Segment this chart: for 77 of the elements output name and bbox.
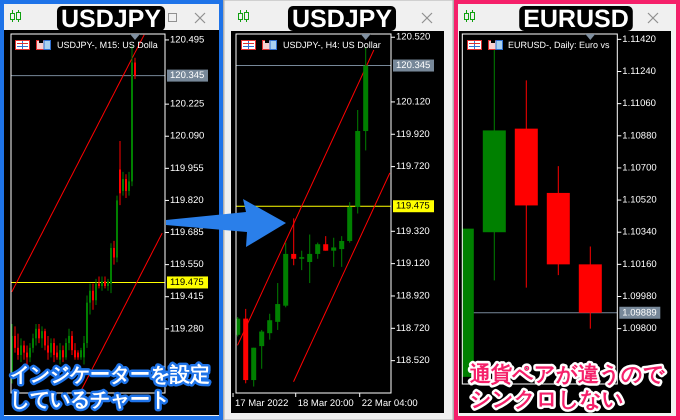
y-tick-label: 119.320: [396, 226, 430, 237]
y-tick-label: 118.520: [396, 355, 430, 366]
candlestick: [26, 344, 28, 365]
candlestick: [104, 276, 106, 289]
ref-line-label: 119.475: [396, 200, 430, 212]
candlestick: [307, 234, 312, 284]
y-tick-label: 1.10880: [622, 130, 657, 142]
candlestick: [50, 338, 52, 358]
candlestick: [53, 338, 55, 363]
candlestick: [80, 347, 82, 360]
candlestick: [98, 276, 100, 289]
y-tick-label: 1.11240: [622, 66, 656, 77]
candlestick: [92, 283, 94, 310]
y-tick-label: 120.225: [170, 98, 204, 110]
candlestick: [20, 338, 22, 363]
y-tick-label: 119.820: [170, 194, 204, 206]
candlestick: [125, 174, 127, 199]
candlestick: [122, 171, 124, 196]
candlestick: [77, 350, 79, 360]
candlestick: [339, 236, 344, 268]
x-tick-label: 17 Mar 2022: [235, 398, 288, 409]
annotation: しているチャート: [10, 387, 170, 411]
y-tick-label: 1.10520: [622, 194, 657, 206]
chart-title: EURUSD: [523, 5, 629, 33]
candlestick: [323, 236, 328, 252]
y-tick-label: 119.550: [170, 259, 204, 270]
chart-title: USDJPY: [292, 5, 392, 33]
x-tick-label: 22 Mar 04:00: [362, 398, 418, 409]
y-tick-label: 119.415: [170, 291, 204, 302]
chart-title: USDJPY: [60, 5, 162, 33]
y-tick-label: 1.10340: [622, 226, 657, 238]
candlestick: [315, 242, 320, 260]
y-tick-label: 120.120: [396, 96, 430, 108]
ref-line-label: 120.345: [396, 60, 430, 72]
ref-line-label: 1.09889: [622, 307, 657, 318]
y-tick-label: 120.520: [396, 32, 430, 43]
x-tick-label: 18 Mar 20:00: [298, 398, 354, 409]
ref-line-label: 120.345: [170, 70, 204, 82]
candlestick: [38, 324, 40, 344]
candlestick: [259, 329, 264, 370]
candlestick: [23, 340, 25, 360]
y-tick-label: 1.11060: [622, 98, 656, 110]
y-tick-label: 119.280: [170, 323, 204, 334]
candlestick: [267, 313, 272, 340]
y-tick-label: 1.09980: [622, 291, 657, 302]
candlestick: [59, 342, 61, 365]
y-tick-label: 1.10160: [622, 258, 657, 270]
candlestick: [101, 276, 103, 292]
ref-line-label: 119.475: [170, 276, 204, 288]
y-tick-label: 1.11420: [622, 34, 656, 45]
candlestick: [275, 282, 280, 330]
y-tick-label: 120.495: [170, 34, 204, 46]
y-tick-label: 118.720: [396, 322, 430, 334]
line-series: [293, 172, 390, 382]
y-tick-label: 1.09800: [622, 323, 657, 334]
candlestick: [71, 330, 73, 356]
candlestick: [299, 250, 304, 271]
candlestick: [62, 344, 64, 363]
text: EURUSD-, Daily: Euro vs: [508, 40, 610, 50]
y-tick-label: 1.10700: [622, 162, 657, 174]
candlestick: [134, 57, 136, 80]
y-tick-label: 119.920: [396, 128, 430, 140]
text: シンクロしない: [470, 387, 624, 411]
y-tick-label: 119.720: [396, 161, 430, 172]
candlestick: [331, 237, 336, 268]
candlestick: [291, 218, 296, 266]
candlestick: [41, 326, 43, 348]
candlestick: [95, 278, 97, 306]
y-tick-label: 119.120: [396, 258, 430, 270]
y-tick-label: 120.090: [170, 130, 204, 142]
y-tick-label: 118.920: [396, 290, 430, 302]
y-tick-label: 119.685: [170, 227, 204, 238]
text: USDJPY-, H4: US Dollar: [283, 40, 381, 50]
candlestick: [113, 240, 115, 266]
annotation: 通貨ペアが違うので: [469, 362, 665, 386]
y-tick-label: 119.955: [170, 162, 204, 174]
candlestick: [119, 140, 121, 206]
